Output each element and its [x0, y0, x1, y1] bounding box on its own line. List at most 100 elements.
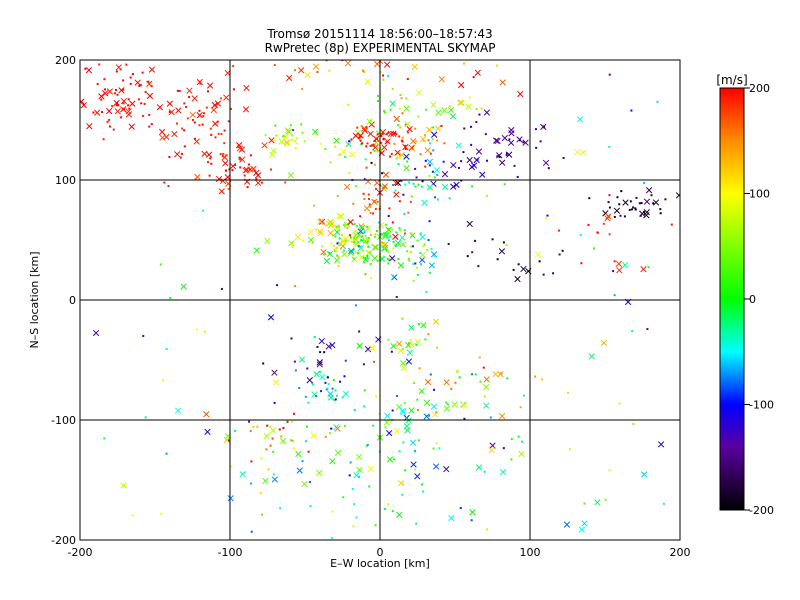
data-point-dot: [339, 243, 342, 246]
y-tick-labels: -200 -100 0 100 200: [51, 54, 76, 547]
data-point-dot: [315, 134, 318, 137]
data-point-cross: [352, 132, 359, 139]
data-point-dot: [366, 257, 369, 260]
data-point-dot: [382, 186, 385, 189]
data-point-dot: [403, 229, 406, 232]
data-point-dot: [388, 207, 391, 210]
data-point-dot: [261, 513, 264, 516]
data-point-dot: [129, 76, 132, 79]
data-point-cross: [448, 514, 455, 522]
data-point-dot: [466, 255, 469, 258]
data-point-dot: [234, 429, 237, 432]
data-point-dot: [384, 232, 387, 235]
data-point-dot: [376, 133, 379, 136]
data-point-dot: [608, 145, 611, 148]
data-point-dot: [167, 184, 170, 187]
data-point-dot: [342, 249, 345, 252]
data-point-dot: [370, 277, 373, 280]
data-point-dot: [389, 155, 392, 158]
data-point-cross: [580, 149, 587, 156]
data-point-dot: [416, 239, 419, 242]
data-point-cross: [80, 102, 87, 109]
data-point-cross: [432, 411, 439, 418]
data-point-dot: [290, 138, 293, 141]
data-point-cross: [254, 179, 262, 187]
data-point-dot: [292, 447, 295, 450]
data-point-dot: [475, 121, 478, 124]
data-point-dot: [198, 124, 201, 127]
data-point-cross: [344, 60, 352, 67]
data-point-dot: [165, 452, 168, 455]
data-point-dot: [307, 450, 310, 453]
data-point-dot: [580, 262, 583, 265]
data-point-dot: [659, 208, 662, 211]
data-point-cross: [306, 377, 313, 384]
data-point-dot: [534, 375, 537, 378]
data-point-cross: [175, 107, 182, 114]
data-point-dot: [101, 111, 104, 114]
data-point-cross: [657, 441, 665, 448]
data-point-dot: [367, 197, 370, 200]
data-point-dot: [387, 239, 390, 242]
data-point-dot: [269, 168, 272, 171]
data-point-cross: [361, 127, 369, 134]
data-point-dot: [335, 246, 338, 249]
data-point-dot: [393, 458, 396, 461]
data-point-dot: [148, 125, 151, 128]
data-point-dot: [656, 100, 659, 103]
data-point-dot: [291, 246, 294, 249]
data-point-dot: [361, 69, 364, 72]
data-point-cross: [645, 187, 653, 194]
data-point-cross: [419, 136, 427, 143]
data-point-dot: [129, 82, 132, 85]
data-point-dot: [209, 127, 212, 130]
data-point-dot: [330, 427, 333, 430]
data-point-dot: [579, 233, 582, 236]
data-point-dot: [398, 228, 401, 231]
data-point-dot: [260, 457, 263, 460]
data-point-dot: [343, 375, 346, 378]
data-point-dot: [294, 285, 297, 288]
data-point-dot: [396, 117, 399, 120]
data-point-dot: [647, 266, 650, 269]
data-point-cross: [418, 387, 425, 395]
data-point-dot: [150, 123, 153, 126]
data-point-cross: [333, 137, 340, 144]
data-point-dot: [372, 143, 375, 146]
data-point-dot: [397, 124, 400, 127]
data-point-dot: [397, 163, 400, 166]
data-point-dot: [428, 220, 431, 223]
data-point-cross: [542, 159, 550, 167]
data-point-dot: [409, 338, 412, 341]
data-point-dot: [353, 223, 356, 226]
data-point-dot: [365, 237, 368, 240]
data-point-dot: [249, 430, 252, 433]
data-point-cross: [353, 472, 360, 479]
data-point-dot: [199, 82, 202, 85]
data-point-dot: [406, 78, 409, 81]
data-point-dot: [381, 172, 384, 175]
data-point-dot: [596, 231, 599, 234]
data-point-dot: [348, 140, 351, 143]
data-point-cross: [522, 139, 529, 146]
data-point-cross: [474, 69, 481, 76]
data-point-cross: [356, 342, 363, 350]
data-point-dot: [394, 260, 397, 263]
data-point-dot: [300, 123, 303, 126]
data-point-cross: [518, 450, 525, 458]
data-point-dot: [222, 152, 225, 155]
data-point-cross: [431, 131, 438, 138]
data-point-dot: [421, 483, 424, 486]
data-point-cross: [410, 138, 417, 145]
data-point-dot: [415, 522, 418, 525]
data-point-dot: [122, 88, 125, 91]
data-point-dot: [271, 437, 274, 440]
data-point-cross: [85, 67, 93, 74]
data-point-cross: [204, 428, 211, 436]
data-point-dot: [137, 98, 140, 101]
data-point-dot: [613, 215, 616, 218]
data-point-dot: [652, 202, 655, 205]
data-point-cross: [450, 161, 457, 169]
data-point-cross: [406, 349, 413, 356]
data-point-dot: [282, 135, 285, 138]
